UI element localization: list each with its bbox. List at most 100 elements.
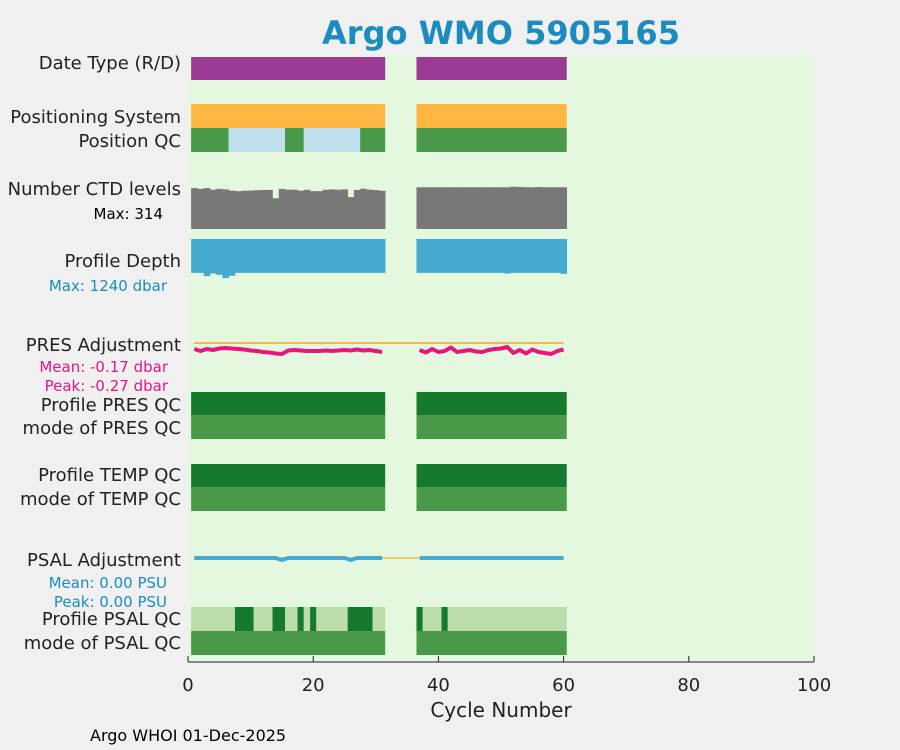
profile-depth-bar [222, 239, 229, 279]
profile-depth-bar [297, 239, 305, 273]
profile-depth-bar [422, 239, 430, 273]
mode-pres-qc-bar [416, 415, 567, 439]
ctd-level-bar [285, 189, 292, 229]
mode-psal-qc-bar [191, 631, 386, 655]
ctd-level-bar [472, 187, 480, 229]
profile-psal-qc-bar [191, 607, 235, 631]
x-tick-label: 80 [677, 675, 700, 696]
profile-depth-bar [516, 239, 524, 273]
ctd-level-bar [291, 189, 298, 229]
ctd-level-bar [247, 190, 255, 229]
ctd-level-bar [278, 188, 286, 229]
profile-psal-qc-bar [372, 607, 386, 631]
label-psal-adjustment: PSAL Adjustment [27, 550, 181, 571]
date-type-bar [416, 57, 567, 80]
label-number-ctd-levels: Number CTD levels [8, 179, 181, 200]
date-type-bar [191, 57, 386, 80]
ctd-level-bar [516, 187, 524, 229]
profile-depth-bar [216, 239, 223, 275]
profile-depth-bar [541, 239, 549, 273]
profile-depth-bar [353, 239, 361, 273]
mode-temp-qc-bar [191, 487, 386, 511]
profile-depth-bar [347, 239, 355, 273]
plot-area [188, 55, 814, 662]
profile-psal-qc-bar [303, 607, 311, 631]
profile-depth-bar [497, 239, 505, 273]
mode-psal-qc-bar [416, 631, 567, 655]
x-tick-label: 20 [302, 675, 325, 696]
psal-adjustment-line [194, 556, 383, 563]
label-mode-pres-qc: mode of PRES QC [23, 418, 181, 439]
ctd-level-bar [560, 187, 568, 229]
profile-depth-bar [203, 239, 211, 277]
ctd-level-bar [360, 188, 367, 229]
annotation-psal-mean: Mean: 0.00 PSU [49, 574, 167, 592]
profile-psal-qc-bar [347, 607, 373, 631]
ctd-level-bar [316, 191, 323, 229]
profile-depth-bar [460, 239, 467, 273]
label-profile-temp-qc: Profile TEMP QC [38, 465, 181, 486]
profile-depth-bar [322, 239, 330, 273]
profile-depth-bar [454, 239, 461, 273]
position-qc-bar [228, 128, 286, 152]
ctd-level-bar [435, 187, 442, 229]
annotation-ctd-max: Max: 314 [94, 205, 163, 223]
profile-depth-bar [522, 239, 530, 273]
row-labels: Date Type (R/D) Positioning System Posit… [8, 53, 181, 654]
profile-pres-qc-bar [191, 392, 386, 415]
positioning-system-bar [191, 104, 386, 128]
ctd-level-bar [466, 187, 474, 229]
profile-depth-bar [241, 239, 248, 273]
profile-depth-bar [472, 239, 480, 273]
profile-depth-bar [278, 239, 286, 273]
profile-depth-bar [209, 239, 217, 274]
ctd-level-bar [347, 197, 355, 229]
profile-depth-bar [197, 239, 204, 273]
profile-psal-qc-bar [234, 607, 254, 631]
ctd-level-bar [485, 187, 492, 229]
profile-temp-qc-bar [191, 464, 386, 487]
position-qc-bar [360, 128, 386, 152]
ctd-level-bar [366, 189, 373, 229]
position-qc-bar [416, 128, 567, 152]
profile-depth-bar [416, 239, 424, 273]
position-qc-bar [303, 128, 361, 152]
profile-depth-bar [366, 239, 373, 273]
ctd-level-bar [429, 187, 436, 229]
annotation-psal-peak: Peak: 0.00 PSU [54, 593, 167, 611]
profile-depth-bar [266, 239, 273, 273]
ctd-level-bar [191, 188, 198, 229]
mode-pres-qc-bar [191, 415, 386, 439]
adjustment-lines [193, 342, 565, 563]
pres-adjustment-line [193, 346, 383, 356]
profile-depth-bar [554, 239, 561, 273]
ctd-level-bar [209, 189, 217, 229]
ctd-level-bar [479, 187, 486, 229]
x-tick-label: 40 [427, 675, 450, 696]
x-tick-label: 100 [797, 675, 831, 696]
position-qc-bar [191, 128, 229, 152]
profile-psal-qc-bar [297, 607, 304, 631]
ctd-level-bar [228, 190, 236, 229]
ctd-level-bar [547, 187, 555, 229]
profile-pres-qc-bar [416, 392, 567, 415]
ctd-level-bar [535, 187, 542, 229]
profile-depth-bar [466, 239, 474, 273]
status-bars [191, 57, 568, 655]
profile-depth-bar [378, 239, 386, 273]
ctd-level-bar [216, 188, 223, 229]
profile-depth-bar [491, 239, 499, 273]
ctd-level-bar [272, 198, 280, 229]
profile-psal-qc-bar [441, 607, 448, 631]
profile-depth-bar [303, 239, 311, 273]
label-profile-pres-qc: Profile PRES QC [41, 395, 181, 416]
label-mode-psal-qc: mode of PSAL QC [24, 633, 181, 654]
profile-depth-bar [485, 239, 492, 273]
profile-depth-bar [441, 239, 449, 273]
mode-temp-qc-bar [416, 487, 567, 511]
profile-depth-bar [191, 239, 198, 273]
chart-title: Argo WMO 5905165 [322, 14, 680, 52]
ctd-level-bar [541, 187, 549, 229]
profile-temp-qc-bar [416, 464, 567, 487]
annotation-depth-max: Max: 1240 dbar [49, 277, 168, 295]
